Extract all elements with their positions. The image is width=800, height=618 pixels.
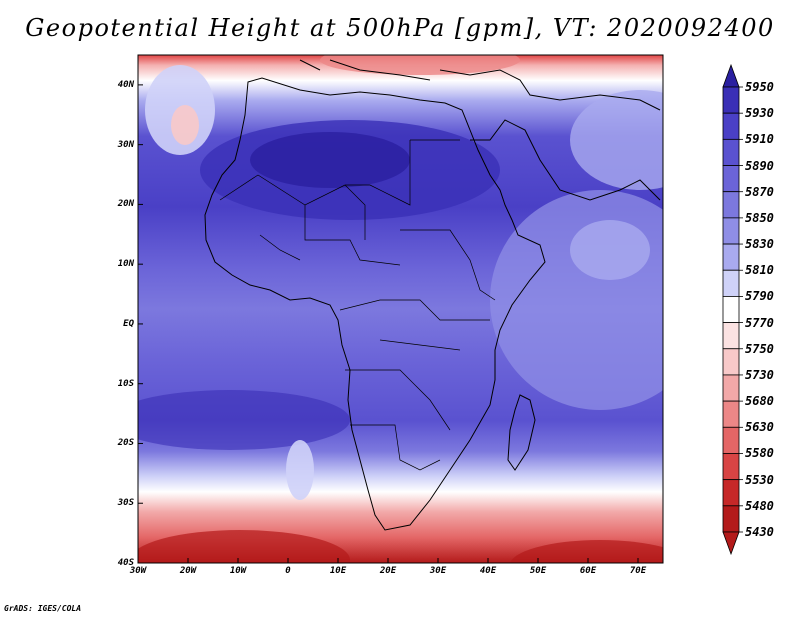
lat-label: 20N	[117, 199, 134, 210]
colorbar-level-label: 5730	[745, 367, 774, 382]
colorbar-level-label: 5530	[745, 472, 774, 487]
lat-label: 40S	[117, 558, 134, 568]
colorbar-level-label: 5930	[745, 106, 774, 121]
colorbar-swatch	[722, 479, 740, 507]
colorbar-level-label: 5630	[745, 420, 774, 435]
colorbar-level-label: 5750	[745, 341, 774, 356]
lat-label: EQ	[123, 318, 134, 329]
lat-label: 10N	[117, 259, 134, 270]
colorbar-level-label: 5850	[745, 210, 774, 225]
country-borders	[219, 139, 496, 471]
colorbar-swatch	[722, 426, 740, 454]
colorbar-level-label: 5580	[745, 446, 774, 461]
lon-label: 10W	[229, 566, 247, 576]
lon-label: 50E	[529, 566, 547, 576]
lat-label: 20S	[117, 438, 134, 449]
colorbar-level-label: 5770	[745, 315, 774, 330]
colorbar-swatch	[722, 348, 740, 376]
shaded-field	[138, 55, 663, 563]
colorbar-level-label: 5830	[745, 237, 774, 252]
axis-ticks	[137, 84, 639, 564]
lon-label: 0	[285, 566, 291, 576]
colorbar-level-label: 5790	[745, 289, 774, 304]
map-frame	[137, 54, 664, 564]
colorbar-swatch	[722, 165, 740, 193]
lon-label: 20W	[179, 566, 197, 576]
lat-label: 30N	[117, 139, 134, 150]
colorbar-level-label: 5680	[745, 394, 774, 409]
lat-label: 30S	[117, 498, 134, 509]
colorbar-min-arrow	[722, 531, 740, 556]
lat-label: 10S	[117, 378, 134, 389]
coastlines	[204, 59, 661, 531]
credit-text: GrADS: IGES/COLA	[4, 604, 82, 613]
colorbar-level-label: 5480	[745, 498, 774, 513]
colorbar-swatch	[722, 112, 740, 140]
colorbar-level-label: 5950	[745, 80, 774, 94]
colorbar-swatch	[722, 269, 740, 297]
colorbar-swatch	[722, 138, 740, 166]
lon-label: 40E	[479, 566, 497, 576]
colorbar-swatch	[722, 191, 740, 219]
colorbar-level-label: 5890	[745, 158, 774, 173]
lon-label: 70E	[629, 566, 647, 576]
lon-label: 30W	[129, 566, 147, 576]
colorbar-swatch	[722, 374, 740, 402]
lon-label: 60E	[579, 566, 597, 576]
colorbar-swatch	[722, 322, 740, 350]
lon-label: 10E	[329, 566, 347, 576]
colorbar-level-label: 5910	[745, 132, 774, 147]
colorbar	[722, 63, 743, 556]
colorbar-max-arrow	[722, 63, 740, 88]
lon-label: 30E	[429, 566, 447, 576]
lon-label: 20E	[379, 566, 397, 576]
colorbar-swatch	[722, 296, 740, 323]
map-title: Geopotential Height at 500hPa [gpm], VT:…	[25, 14, 775, 42]
colorbar-level-label: 5870	[745, 184, 774, 199]
colorbar-swatch	[722, 453, 740, 481]
colorbar-level-label: 5430	[745, 525, 774, 539]
colorbar-swatch	[722, 243, 740, 271]
colorbar-swatch	[722, 86, 740, 114]
colorbar-swatch	[722, 217, 740, 245]
colorbar-level-label: 5810	[745, 263, 774, 278]
colorbar-swatch	[722, 505, 740, 533]
colorbar-swatch	[722, 400, 740, 428]
lat-label: 40N	[117, 79, 134, 90]
